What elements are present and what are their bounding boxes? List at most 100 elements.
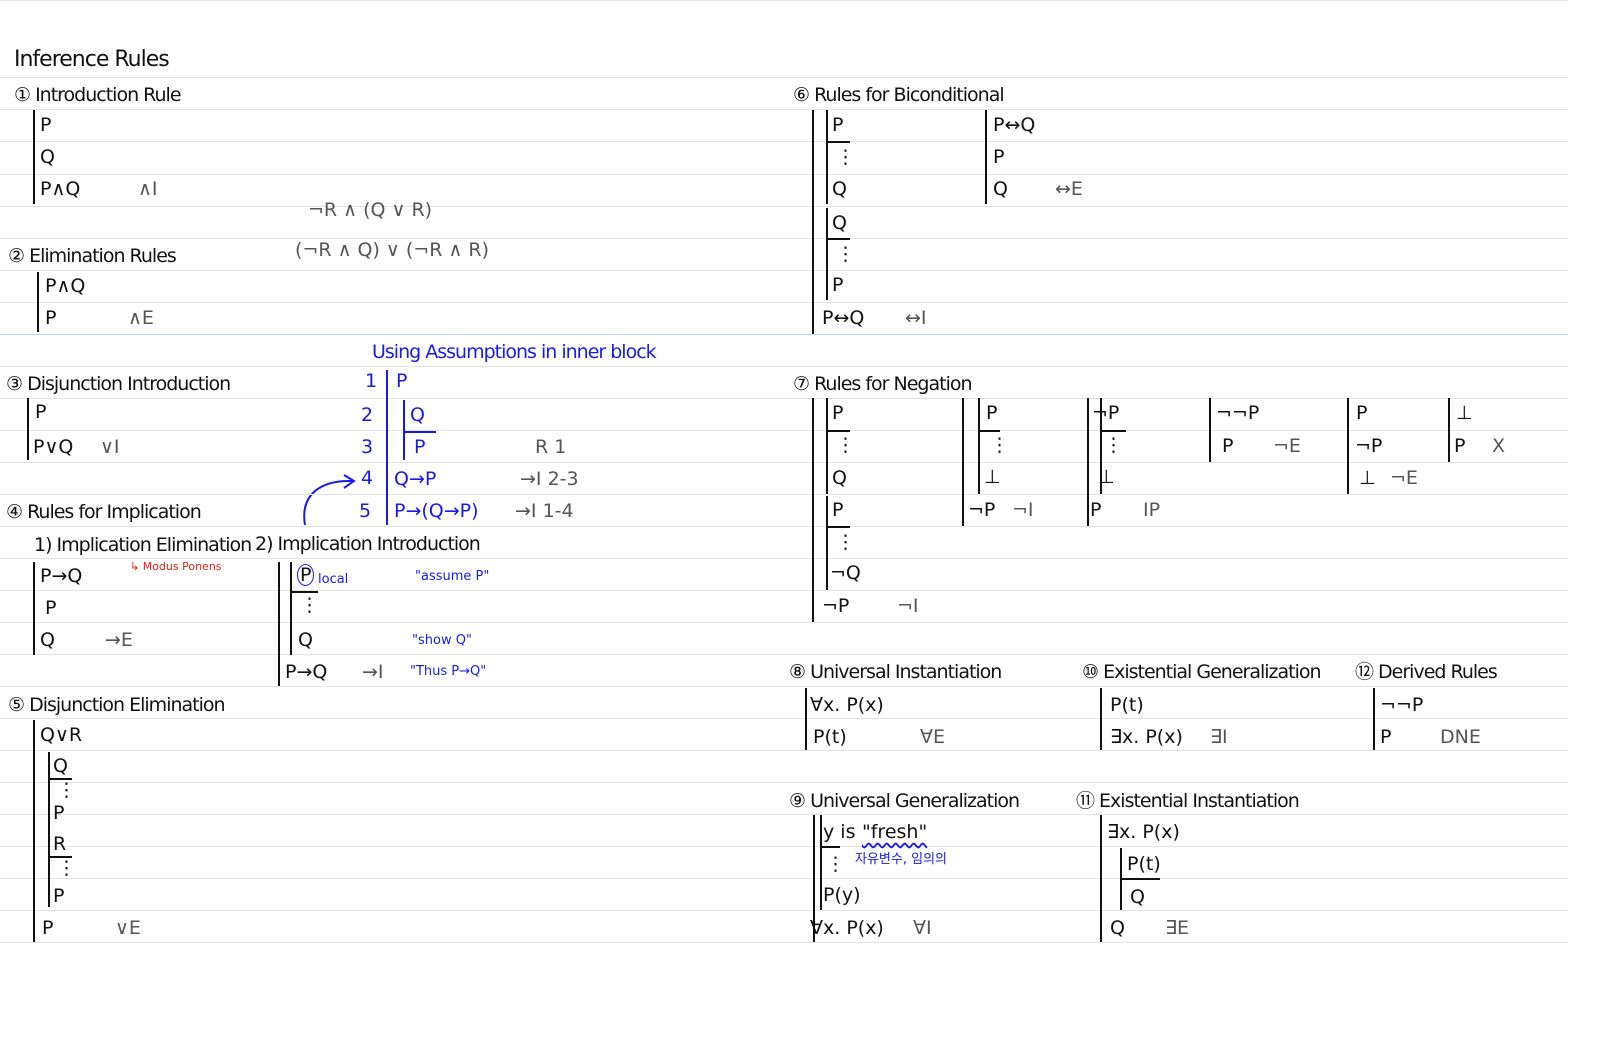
formula-line: P bbox=[1356, 402, 1368, 424]
rule-label: X bbox=[1492, 435, 1506, 457]
proof-scope-bar bbox=[805, 688, 807, 750]
rule-label: →E bbox=[105, 629, 133, 651]
ruled-line bbox=[0, 878, 1568, 879]
section-heading: ⑤ Disjunction Elimination bbox=[8, 694, 226, 716]
formula-line: (¬R ∧ Q) ∨ (¬R ∧ R) bbox=[295, 239, 490, 261]
assumption-underline bbox=[826, 526, 850, 528]
proof-scope-bar bbox=[27, 398, 29, 460]
ruled-line bbox=[0, 590, 1568, 591]
formula-line: P∧Q bbox=[45, 275, 86, 297]
formula-line: Q∨R bbox=[40, 724, 83, 746]
formula-line: Q bbox=[832, 467, 847, 489]
ruled-line bbox=[0, 622, 1568, 623]
formula-line: P bbox=[40, 114, 52, 136]
formula-line: P↔Q bbox=[822, 307, 865, 329]
formula-line: P bbox=[396, 370, 408, 392]
ruled-line bbox=[0, 910, 1568, 911]
section-heading: ⑩ Existential Generalization bbox=[1082, 661, 1322, 683]
formula-line: Q bbox=[410, 404, 425, 426]
formula-line: P bbox=[832, 274, 844, 296]
section-heading: ⑥ Rules for Biconditional bbox=[793, 84, 1005, 106]
formula-line: Q bbox=[40, 629, 55, 651]
proof-scope-bar bbox=[403, 400, 405, 460]
formula-line: Q bbox=[832, 178, 847, 200]
proof-scope-bar bbox=[826, 110, 828, 204]
formula-line: ⊥ bbox=[984, 466, 1001, 488]
proof-scope-bar bbox=[962, 398, 964, 526]
rule-label: ∧E bbox=[128, 307, 154, 329]
formula-line: P bbox=[986, 402, 998, 424]
formula-line: ⋮ bbox=[57, 857, 76, 879]
ruled-line bbox=[0, 782, 1568, 783]
assumption-underline bbox=[1120, 878, 1160, 880]
proof-scope-bar bbox=[278, 562, 280, 686]
formula-line: P bbox=[45, 597, 57, 619]
proof-scope-bar bbox=[37, 272, 39, 332]
formula-line: ⋮ bbox=[826, 853, 845, 875]
formula-line: P bbox=[832, 402, 844, 424]
ruled-line bbox=[0, 526, 1568, 527]
section-heading: ③ Disjunction Introduction bbox=[6, 373, 231, 395]
section-heading: ④ Rules for Implication bbox=[6, 501, 202, 523]
formula-line: P→Q bbox=[40, 565, 83, 587]
formula-line: ⋮ bbox=[300, 594, 319, 616]
annotation: ↳ Modus Ponens bbox=[130, 560, 222, 573]
proof-scope-bar bbox=[820, 815, 822, 910]
assumption-underline bbox=[826, 141, 850, 143]
formula-line: Q bbox=[993, 178, 1008, 200]
annotation: "show Q" bbox=[412, 633, 472, 648]
ruled-line bbox=[0, 366, 1568, 367]
section-heading: ⑧ Universal Instantiation bbox=[789, 661, 1002, 683]
formula-line: P bbox=[1454, 435, 1466, 457]
formula-line: ⋮ bbox=[836, 434, 855, 456]
ruled-line bbox=[0, 77, 1568, 78]
rule-label: ∃E bbox=[1165, 917, 1190, 939]
formula-line: ⊥ bbox=[1098, 466, 1115, 488]
proof-scope-bar bbox=[1209, 398, 1211, 462]
section-heading: ⑨ Universal Generalization bbox=[789, 790, 1020, 812]
proof-scope-bar bbox=[48, 752, 50, 907]
formula-line: ⊥ bbox=[1359, 467, 1376, 489]
formula-line: 3 bbox=[361, 436, 374, 458]
section-heading: ② Elimination Rules bbox=[8, 245, 177, 267]
section-heading: ⑦ Rules for Negation bbox=[793, 373, 973, 395]
proof-scope-bar bbox=[33, 562, 35, 655]
ruled-line bbox=[0, 942, 1568, 943]
ruled-line bbox=[0, 0, 1568, 1]
section-heading: ⑫ Derived Rules bbox=[1355, 661, 1498, 683]
ruled-line bbox=[0, 814, 1568, 815]
formula-line: ¬P bbox=[822, 595, 850, 617]
ruled-line bbox=[0, 398, 1568, 399]
formula-line: →I 1-4 bbox=[515, 500, 574, 522]
formula-line: ¬¬P bbox=[1216, 402, 1260, 424]
ruled-line bbox=[0, 302, 1568, 303]
formula-line: P bbox=[414, 436, 426, 458]
annotation: "assume P" bbox=[415, 569, 490, 584]
ruled-line bbox=[0, 430, 1568, 431]
formula-line: P(t) bbox=[813, 726, 847, 748]
formula-line: ⋮ bbox=[836, 146, 855, 168]
formula-line: P bbox=[832, 499, 844, 521]
formula-line: Q bbox=[53, 755, 68, 777]
formula-line: P bbox=[1222, 435, 1234, 457]
formula-line: y is bbox=[823, 821, 856, 843]
rule-label: ∨E bbox=[115, 917, 141, 939]
formula-line: ⋮ bbox=[836, 531, 855, 553]
assumption-underline bbox=[820, 846, 840, 848]
proof-scope-bar bbox=[985, 110, 987, 204]
rule-label: ∨I bbox=[100, 436, 120, 458]
formula-line: Q bbox=[1110, 917, 1125, 939]
formula-line: ∃x. P(x) bbox=[1110, 726, 1183, 748]
proof-scope-bar bbox=[1373, 688, 1375, 750]
proof-scope-bar bbox=[1100, 398, 1102, 494]
formula-line: P↔Q bbox=[993, 114, 1036, 136]
proof-scope-bar bbox=[826, 398, 828, 494]
ruled-line bbox=[0, 334, 1568, 335]
formula-line: ∃x. P(x) bbox=[1107, 821, 1180, 843]
formula-line: P∧Q bbox=[40, 178, 81, 200]
formula-line: P∨Q bbox=[33, 436, 74, 458]
formula-line: ∀x. P(x) bbox=[810, 694, 884, 716]
formula-line: R 1 bbox=[535, 436, 567, 458]
rule-label: ¬I bbox=[897, 595, 919, 617]
